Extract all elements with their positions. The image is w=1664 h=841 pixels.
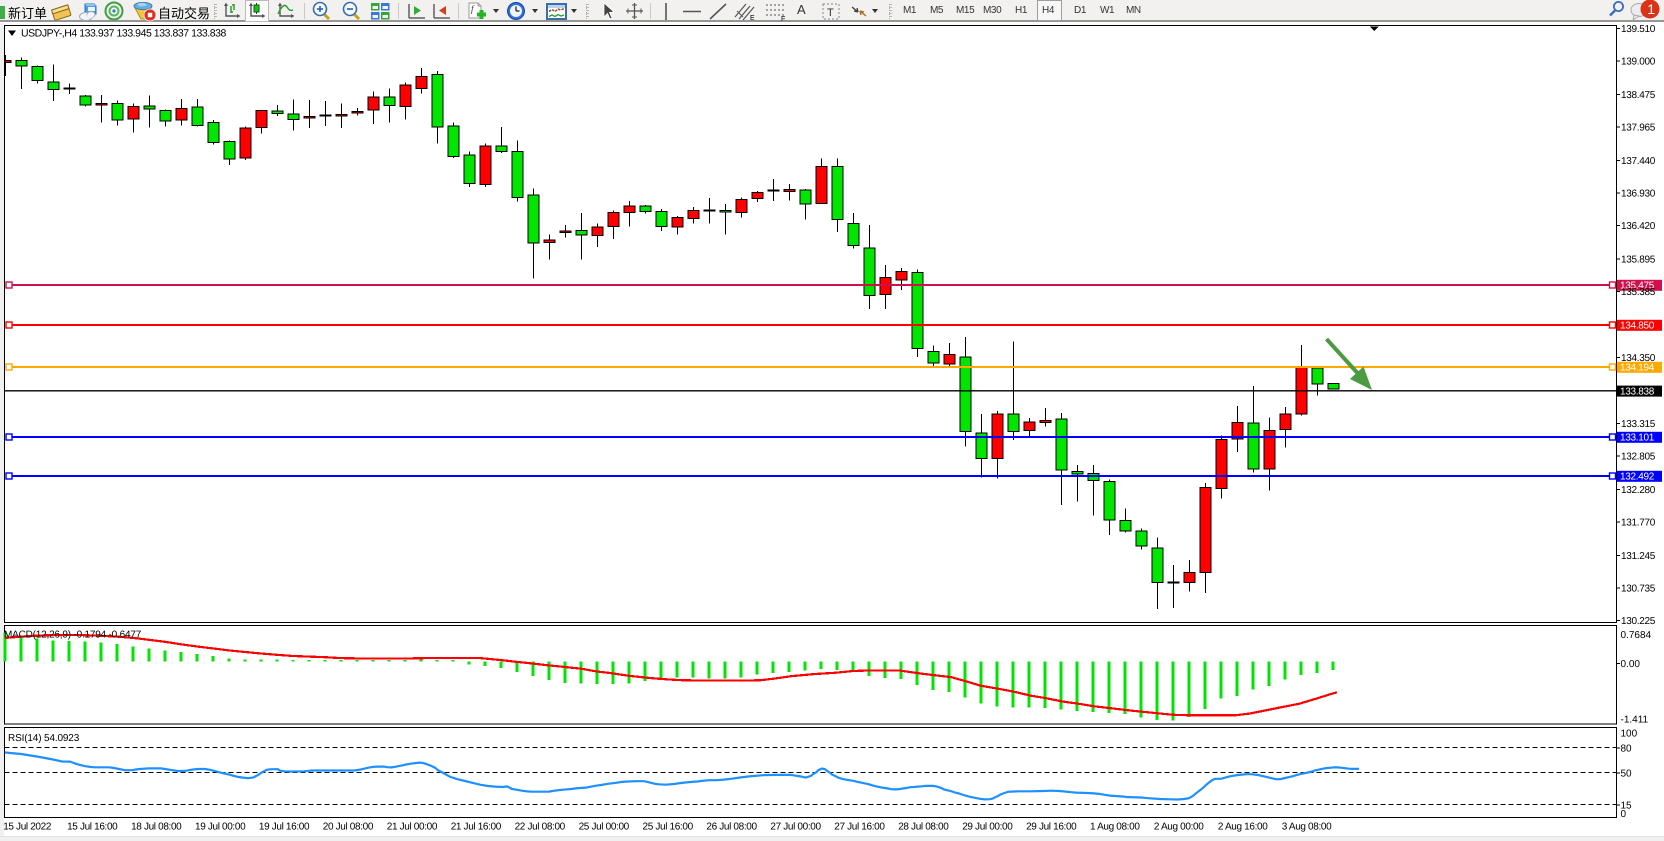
svg-text:133.838: 133.838 bbox=[1620, 386, 1655, 397]
svg-text:131.770: 131.770 bbox=[1621, 517, 1656, 528]
svg-text:f: f bbox=[471, 4, 475, 14]
svg-text:USDJPY-,H4 133.937 133.945 13: USDJPY-,H4 133.937 133.945 133.837 133.8… bbox=[21, 28, 226, 40]
svg-text:0: 0 bbox=[1621, 809, 1627, 820]
svg-text:134.350: 134.350 bbox=[1621, 353, 1656, 364]
svg-text:132.805: 132.805 bbox=[1621, 451, 1656, 462]
svg-text:27 Jul 16:00: 27 Jul 16:00 bbox=[834, 822, 885, 833]
svg-text:139.510: 139.510 bbox=[1621, 24, 1656, 35]
svg-text:21 Jul 16:00: 21 Jul 16:00 bbox=[451, 822, 502, 833]
svg-text:29 Jul 00:00: 29 Jul 00:00 bbox=[962, 822, 1013, 833]
svg-text:3 Aug 08:00: 3 Aug 08:00 bbox=[1282, 822, 1332, 833]
svg-text:25 Jul 16:00: 25 Jul 16:00 bbox=[643, 822, 694, 833]
svg-text:2 Aug 16:00: 2 Aug 16:00 bbox=[1218, 822, 1268, 833]
svg-text:19 Jul 16:00: 19 Jul 16:00 bbox=[259, 822, 310, 833]
svg-text:28 Jul 08:00: 28 Jul 08:00 bbox=[898, 822, 949, 833]
svg-text:-1.411: -1.411 bbox=[1621, 714, 1649, 725]
svg-text:19 Jul 00:00: 19 Jul 00:00 bbox=[195, 822, 246, 833]
svg-text:RSI(14) 54.0923: RSI(14) 54.0923 bbox=[8, 733, 80, 744]
svg-text:137.440: 137.440 bbox=[1621, 156, 1656, 167]
svg-text:130.225: 130.225 bbox=[1621, 616, 1656, 627]
svg-text:F: F bbox=[781, 16, 785, 22]
svg-text:135.385: 135.385 bbox=[1621, 287, 1656, 298]
svg-text:0.00: 0.00 bbox=[1621, 659, 1641, 670]
svg-text:130.735: 130.735 bbox=[1621, 583, 1656, 594]
svg-text:15 Jul 16:00: 15 Jul 16:00 bbox=[67, 822, 118, 833]
svg-text:136.930: 136.930 bbox=[1621, 188, 1656, 199]
svg-text:MACD(12,26,9) -0.1794 -0.6477: MACD(12,26,9) -0.1794 -0.6477 bbox=[4, 630, 142, 641]
svg-text:138.475: 138.475 bbox=[1621, 90, 1656, 101]
svg-text:18 Jul 08:00: 18 Jul 08:00 bbox=[131, 822, 182, 833]
svg-text:2 Aug 00:00: 2 Aug 00:00 bbox=[1154, 822, 1204, 833]
svg-text:134.850: 134.850 bbox=[1620, 321, 1655, 332]
svg-text:E: E bbox=[750, 15, 755, 22]
svg-text:100: 100 bbox=[1621, 728, 1638, 739]
svg-text:1: 1 bbox=[1647, 1, 1655, 17]
svg-text:131.245: 131.245 bbox=[1621, 551, 1656, 562]
svg-text:135.895: 135.895 bbox=[1621, 254, 1656, 265]
svg-text:139.000: 139.000 bbox=[1621, 56, 1656, 67]
svg-text:27 Jul 00:00: 27 Jul 00:00 bbox=[770, 822, 821, 833]
svg-text:132.280: 132.280 bbox=[1621, 485, 1656, 496]
svg-text:20 Jul 08:00: 20 Jul 08:00 bbox=[323, 822, 374, 833]
svg-text:15: 15 bbox=[1621, 800, 1633, 811]
svg-text:25 Jul 00:00: 25 Jul 00:00 bbox=[579, 822, 630, 833]
svg-text:T: T bbox=[827, 7, 834, 19]
svg-text:136.420: 136.420 bbox=[1621, 221, 1656, 232]
svg-text:15 Jul 2022: 15 Jul 2022 bbox=[3, 822, 52, 833]
svg-text:80: 80 bbox=[1621, 743, 1633, 754]
svg-text:21 Jul 00:00: 21 Jul 00:00 bbox=[387, 822, 438, 833]
svg-text:50: 50 bbox=[1621, 768, 1633, 779]
svg-text:1 Aug 08:00: 1 Aug 08:00 bbox=[1090, 822, 1140, 833]
svg-text:137.965: 137.965 bbox=[1621, 122, 1656, 133]
svg-text:133.101: 133.101 bbox=[1620, 433, 1655, 444]
svg-text:29 Jul 16:00: 29 Jul 16:00 bbox=[1026, 822, 1077, 833]
svg-text:22 Jul 08:00: 22 Jul 08:00 bbox=[515, 822, 566, 833]
svg-text:132.492: 132.492 bbox=[1620, 472, 1655, 483]
svg-text:134.194: 134.194 bbox=[1620, 363, 1655, 374]
svg-text:26 Jul 08:00: 26 Jul 08:00 bbox=[706, 822, 757, 833]
svg-text:133.315: 133.315 bbox=[1621, 419, 1656, 430]
svg-text:0.7684: 0.7684 bbox=[1621, 630, 1652, 641]
svg-text:135.475: 135.475 bbox=[1620, 281, 1655, 292]
